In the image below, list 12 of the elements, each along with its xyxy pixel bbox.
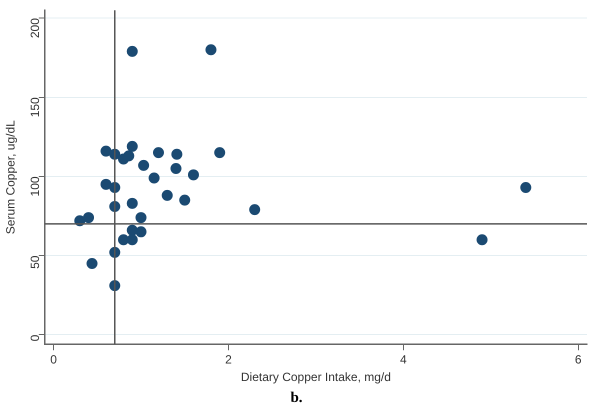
y-axis-title: Serum Copper, ug/dL <box>4 120 18 234</box>
y-tick-label: 100 <box>28 176 42 196</box>
x-tick-label: 6 <box>574 352 582 367</box>
y-tick-label: 50 <box>28 255 42 269</box>
x-tick-label: 0 <box>50 352 58 367</box>
x-axis-title: Dietary Copper Intake, mg/d <box>240 370 391 384</box>
x-tick-label: 2 <box>225 352 232 367</box>
x-tick-label: 4 <box>400 352 408 367</box>
text: b. <box>289 390 304 407</box>
y-tick-label: 0 <box>28 334 42 342</box>
y-tick-label: 200 <box>28 18 42 38</box>
y-tick-label: 150 <box>28 96 42 118</box>
